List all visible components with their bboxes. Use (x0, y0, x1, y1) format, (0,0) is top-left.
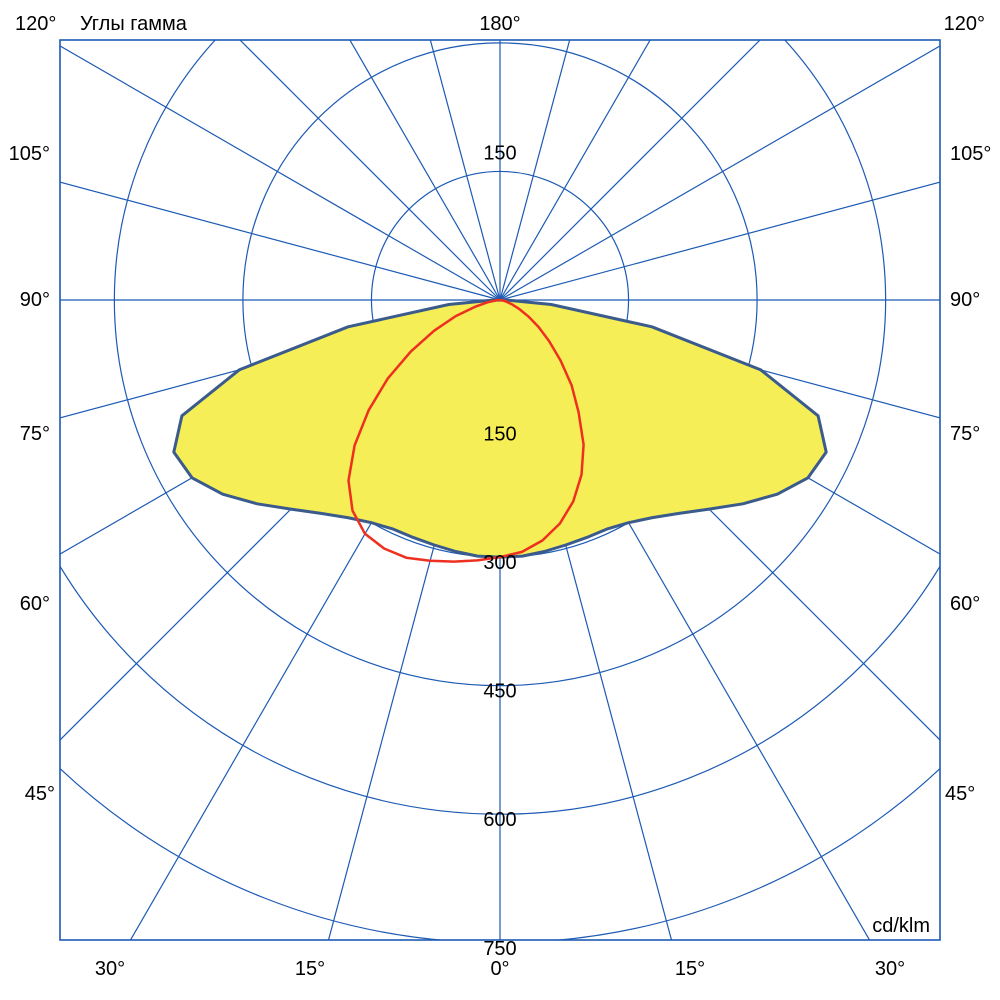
chart-title: Углы гамма (80, 13, 188, 35)
ring-label: 150 (483, 424, 516, 446)
angle-label: 30° (875, 958, 905, 980)
angle-label: 0° (490, 958, 509, 980)
angle-label: 60° (20, 593, 50, 615)
angle-label: 90° (20, 289, 50, 311)
unit-label: cd/klm (872, 915, 930, 937)
angle-label: 15° (675, 958, 705, 980)
angle-label: 75° (950, 423, 980, 445)
angle-label: 45° (25, 783, 55, 805)
ring-label: 600 (483, 809, 516, 831)
ring-label: 750 (483, 938, 516, 960)
angle-label: 90° (950, 289, 980, 311)
angle-label: 60° (950, 593, 980, 615)
ring-label: 450 (483, 681, 516, 703)
angle-label: 15° (295, 958, 325, 980)
angle-label: 120° (15, 13, 56, 35)
angle-label: 45° (945, 783, 975, 805)
ring-label: 150 (483, 142, 516, 164)
angle-label: 180° (479, 13, 520, 35)
angle-label: 105° (950, 143, 991, 165)
angle-label: 105° (9, 143, 50, 165)
polar-chart: 150 150 300 450 600 750 120° 180° 120° 105° 105° 90… (0, 0, 1000, 1000)
ring-label: 300 (483, 552, 516, 574)
angle-label: 75° (20, 423, 50, 445)
angle-label: 30° (95, 958, 125, 980)
angle-label: 120° (944, 13, 985, 35)
